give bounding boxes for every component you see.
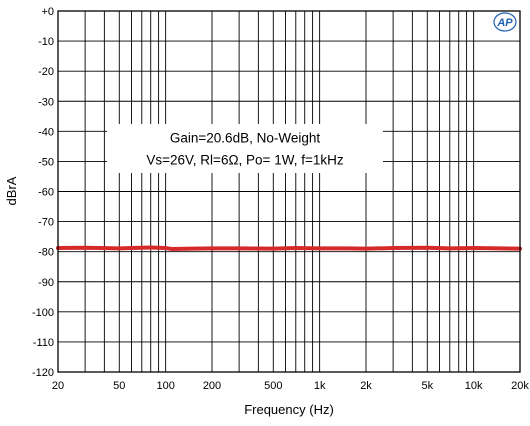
annotation-line-1: Gain=20.6dB, No-Weight bbox=[170, 131, 320, 146]
x-axis-label: Frequency (Hz) bbox=[244, 402, 334, 417]
x-tick-label: 2k bbox=[360, 380, 372, 392]
y-tick-label: -90 bbox=[38, 277, 54, 289]
series-layer bbox=[56, 245, 522, 251]
plot-frame bbox=[57, 10, 521, 373]
y-tick-label: -110 bbox=[33, 337, 54, 349]
x-tick-label: 20k bbox=[511, 380, 529, 392]
y-tick-label: -40 bbox=[38, 126, 54, 138]
grid bbox=[58, 11, 520, 372]
y-tick-label: -60 bbox=[38, 187, 54, 199]
y-tick-label: -20 bbox=[38, 66, 54, 78]
y-tick-label: -50 bbox=[38, 156, 54, 168]
x-tick-label: 20 bbox=[52, 380, 64, 392]
logo-text: AP bbox=[496, 17, 513, 29]
y-tick-label: +0 bbox=[41, 6, 54, 18]
y-tick-label: -10 bbox=[38, 36, 54, 48]
annotation-background bbox=[107, 124, 383, 173]
series-line-0 bbox=[56, 245, 522, 251]
x-tick-label: 100 bbox=[156, 380, 174, 392]
x-tick-label: 5k bbox=[421, 380, 433, 392]
annotation-line-2: Vs=26V, Rl=6Ω, Po= 1W, f=1kHz bbox=[146, 153, 343, 168]
x-tick-label: 50 bbox=[113, 380, 125, 392]
x-tick-labels: 20 50 100 200 500 1k 2k 5k 10k 20k bbox=[52, 380, 529, 392]
x-tick-label: 200 bbox=[203, 380, 221, 392]
y-tick-label: -120 bbox=[32, 367, 54, 379]
audio-precision-logo: AP bbox=[493, 12, 517, 32]
x-tick-label: 1k bbox=[314, 380, 326, 392]
y-tick-labels: +0 -10 -20 -30 -40 -50 -60 -70 -80 -90 -100 -110 -12… bbox=[32, 6, 54, 379]
y-tick-label: -70 bbox=[38, 217, 54, 229]
x-tick-label: 500 bbox=[264, 380, 282, 392]
x-tick-label: 10k bbox=[465, 380, 483, 392]
y-tick-label: -100 bbox=[32, 307, 54, 319]
y-axis-label: dBrA bbox=[4, 176, 19, 205]
annotation-layer: Gain=20.6dB, No-Weight Vs=26V, Rl=6Ω, Po… bbox=[107, 124, 383, 173]
y-tick-label: -80 bbox=[38, 247, 54, 259]
y-tick-label: -30 bbox=[38, 96, 54, 108]
